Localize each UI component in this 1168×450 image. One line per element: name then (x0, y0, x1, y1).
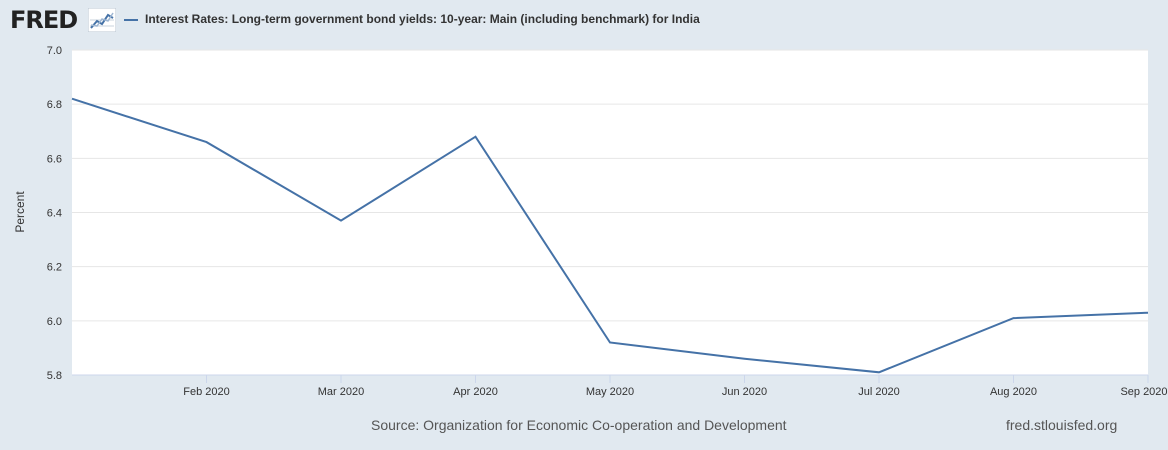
series-title[interactable]: Interest Rates: Long-term government bon… (145, 12, 700, 26)
y-tick-label: 6.2 (47, 262, 62, 274)
y-axis-title: Percent (13, 191, 27, 233)
y-tick-label: 7.0 (47, 45, 62, 57)
site-link[interactable]: fred.stlouisfed.org (1006, 417, 1118, 433)
x-tick-label: Apr 2020 (453, 386, 498, 398)
grid-lines (72, 49, 1148, 322)
chart-area: 5.8 6.0 6.2 6.4 6.6 6.8 7.0 Feb 2020 Mar 2020 Ap… (13, 45, 1168, 398)
y-axis-labels: 5.8 6.0 6.2 6.4 6.6 6.8 7.0 (47, 45, 62, 382)
y-tick-label: 6.0 (47, 316, 62, 328)
x-tick-label: Sep 2020 (1120, 386, 1167, 398)
x-axis-labels: Feb 2020 Mar 2020 Apr 2020 May 2020 Jun 2020… (183, 386, 1167, 398)
x-tick-label: Jul 2020 (858, 386, 900, 398)
legend-line-marker (124, 19, 138, 21)
chart-header: FRED Interest Rates: Long-term governmen… (0, 0, 1168, 40)
x-tick-label: Mar 2020 (318, 386, 364, 398)
x-tick-label: Feb 2020 (183, 386, 229, 398)
series-line[interactable] (71, 97, 1149, 374)
fred-logo[interactable]: FRED (10, 6, 78, 34)
y-tick-label: 6.8 (47, 99, 62, 111)
source-note: Source: Organization for Economic Co-ope… (371, 417, 787, 433)
x-tick-label: May 2020 (586, 386, 634, 398)
line-graph-icon (88, 8, 116, 32)
x-axis-ticks (206, 375, 1149, 383)
y-tick-label: 5.8 (47, 370, 62, 382)
y-tick-label: 6.6 (47, 153, 62, 165)
x-tick-label: Aug 2020 (990, 386, 1037, 398)
y-tick-label: 6.4 (47, 208, 62, 220)
x-tick-label: Jun 2020 (722, 386, 767, 398)
